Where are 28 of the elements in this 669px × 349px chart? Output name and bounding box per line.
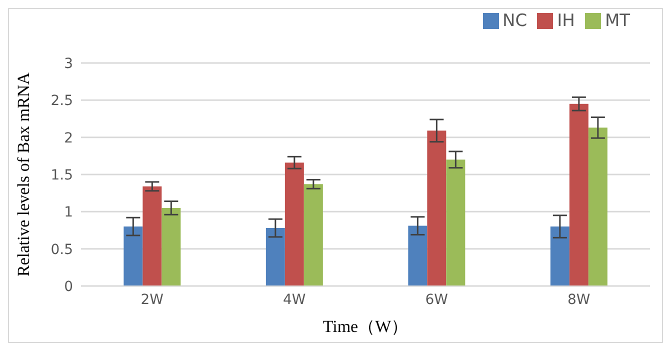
- y-tick-label: 0: [64, 278, 73, 295]
- bar: [588, 128, 608, 286]
- x-tick-label: 4W: [283, 292, 306, 308]
- bar: [427, 130, 446, 286]
- bar: [266, 228, 285, 286]
- x-tick-label: 8W: [568, 292, 590, 308]
- x-tick-label: 6W: [425, 292, 448, 308]
- bar: [569, 104, 588, 286]
- x-axis-title: Time（W）: [322, 317, 408, 336]
- legend-label: MT: [604, 11, 630, 31]
- x-tick-label: 2W: [140, 292, 164, 308]
- y-tick-label: 1: [64, 204, 73, 221]
- bar: [284, 162, 304, 286]
- bar: [550, 226, 570, 286]
- y-tick-label: 3: [64, 56, 73, 72]
- bar: [162, 208, 181, 286]
- legend-label: NC: [502, 11, 528, 31]
- y-tick-label: 1.5: [50, 167, 73, 184]
- bar: [408, 226, 428, 286]
- y-axis-title: Relative levels of Bax mRNA: [14, 72, 34, 276]
- bar: [446, 160, 466, 286]
- y-tick-label: 2: [64, 130, 73, 146]
- bar: [142, 186, 162, 286]
- bar: [304, 184, 323, 286]
- y-tick-label: 2.5: [50, 93, 73, 110]
- legend-label: IH: [557, 11, 575, 31]
- y-tick-label: 0.5: [50, 242, 73, 258]
- bar: [124, 226, 143, 286]
